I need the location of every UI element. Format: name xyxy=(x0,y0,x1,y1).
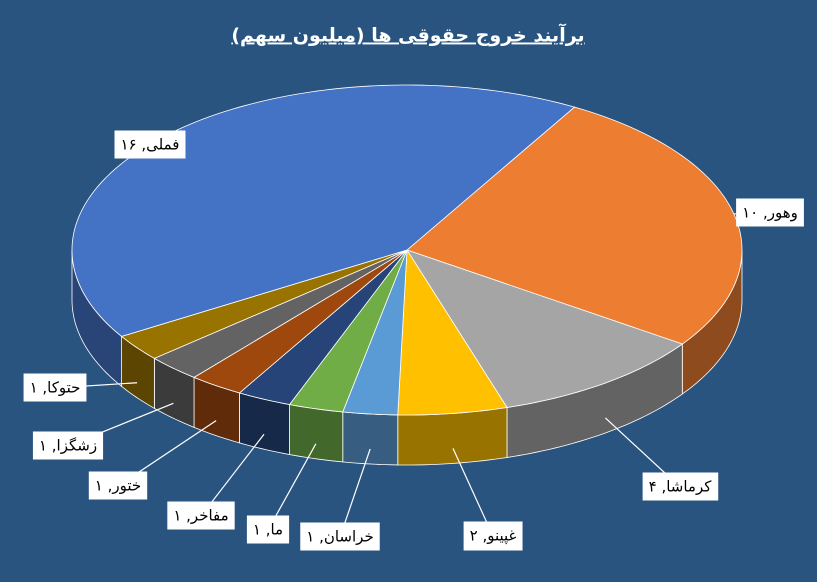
data-label: ختور, ۱ xyxy=(88,471,148,500)
label-box xyxy=(114,130,186,159)
leader-line xyxy=(339,448,371,538)
data-label: حتوکا, ۱ xyxy=(23,373,87,402)
label-box xyxy=(167,501,235,530)
slice xyxy=(153,249,408,378)
data-label: مفاخر, ۱ xyxy=(167,501,235,530)
label-text: وهور, ۱۰ xyxy=(742,204,798,222)
label-text: غپینو, ۲ xyxy=(470,527,517,546)
slice xyxy=(120,249,408,359)
data-label: فملی, ۱۶ xyxy=(114,130,186,159)
slice xyxy=(406,249,684,408)
label-text: کرماشا, ۴ xyxy=(649,478,713,496)
label-box xyxy=(736,198,804,227)
slice xyxy=(288,249,408,413)
slice xyxy=(238,249,408,405)
data-label: کرماشا, ۴ xyxy=(642,472,719,501)
label-box xyxy=(32,431,104,460)
label-text: حتوکا, ۱ xyxy=(30,379,81,397)
label-text: ما, ۱ xyxy=(253,521,283,539)
slice xyxy=(193,249,408,394)
label-box xyxy=(23,373,87,402)
slice-side xyxy=(397,407,508,466)
data-label: ما, ۱ xyxy=(246,515,290,544)
label-text: ختور, ۱ xyxy=(95,477,141,495)
slice xyxy=(406,106,743,345)
data-label: وهور, ۱۰ xyxy=(736,198,804,227)
label-box xyxy=(300,522,380,551)
chart-title: برآیند خروج حقوقی ها (میلیون سهم) xyxy=(231,23,584,47)
label-text: مفاخر, ۱ xyxy=(173,507,228,525)
slice-side xyxy=(342,411,399,466)
data-label: خراسان, ۱ xyxy=(300,522,380,551)
label-text: زشگزا, ۱ xyxy=(39,437,97,455)
slice-side xyxy=(289,404,344,463)
data-label: زشگزا, ۱ xyxy=(32,431,104,460)
data-label: غپینو, ۲ xyxy=(463,521,523,551)
label-text: فملی, ۱۶ xyxy=(121,136,180,154)
label-box xyxy=(88,471,148,500)
slice xyxy=(397,248,508,416)
label-text: خراسان, ۱ xyxy=(306,528,373,546)
label-box xyxy=(463,521,523,551)
label-box xyxy=(246,515,290,544)
label-box xyxy=(642,472,719,501)
leader-line xyxy=(452,448,494,537)
